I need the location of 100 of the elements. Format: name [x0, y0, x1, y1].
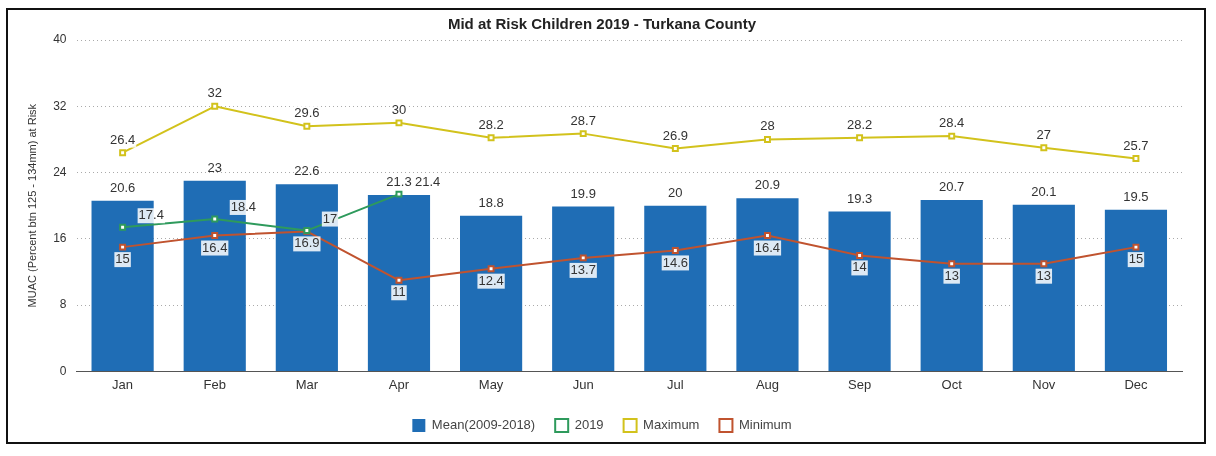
data-label: 28 [760, 118, 775, 134]
point [211, 232, 219, 239]
x-tick-label: Jul [667, 376, 684, 392]
data-label: 20.7 [939, 178, 965, 194]
y-tick-label: 8 [59, 297, 67, 312]
data-label: 23 [207, 159, 222, 175]
data-label: 14.6 [662, 254, 688, 270]
chart-title: Mid at Risk Children 2019 - Turkana County [447, 15, 757, 33]
data-label: 27 [1036, 126, 1052, 142]
x-tick-label: Feb [203, 376, 226, 392]
bar [552, 206, 615, 371]
point [1132, 155, 1140, 162]
point [948, 260, 956, 268]
point [763, 232, 771, 239]
point [211, 215, 219, 223]
data-label: 32 [207, 85, 222, 101]
point [579, 254, 587, 262]
data-label: 29.6 [294, 105, 320, 121]
data-label: 21.3 [386, 174, 412, 190]
point [1132, 243, 1140, 251]
bar [736, 198, 799, 371]
x-tick-label: Aug [755, 376, 780, 392]
point [487, 265, 495, 273]
data-label: 20 [668, 184, 683, 200]
data-label: 17.4 [138, 207, 164, 223]
data-label: 25.7 [1123, 137, 1149, 153]
data-label: 15 [1128, 251, 1144, 267]
data-label: 13.7 [570, 261, 596, 277]
point [856, 251, 864, 259]
bar [828, 211, 891, 371]
data-label: 20.6 [109, 179, 136, 195]
data-label: 21.4 [414, 174, 441, 190]
data-label: 15 [115, 251, 130, 267]
data-label: 28.2 [478, 116, 504, 132]
x-tick-label: Jun [572, 376, 594, 392]
bar [1012, 204, 1075, 371]
data-label: 14 [852, 259, 867, 275]
bar [460, 215, 523, 371]
point [1040, 144, 1048, 152]
x-tick-label: Mar [295, 376, 319, 392]
point [119, 149, 127, 157]
data-label: 28.4 [939, 115, 965, 131]
bar [644, 205, 707, 371]
bar [275, 184, 338, 371]
legend-label: Minimum [738, 417, 792, 433]
data-label: 16.4 [754, 239, 781, 255]
point [303, 122, 311, 130]
point [487, 134, 495, 142]
legend-label: 2019 [574, 417, 604, 433]
bar [1104, 209, 1168, 371]
data-label: 28.7 [570, 112, 596, 128]
data-label: 20.1 [1031, 183, 1057, 199]
point [763, 135, 771, 143]
legend-label: Maximum [643, 417, 700, 433]
data-label: 28.2 [846, 116, 873, 132]
data-label: 19.5 [1123, 188, 1149, 204]
bar [367, 194, 431, 371]
point [671, 145, 679, 153]
x-tick-label: Dec [1124, 376, 1148, 392]
data-label: 11 [392, 284, 406, 300]
y-axis-title: MUAC (Percent btn 125 - 134mm) at Risk [25, 103, 38, 308]
data-label: 22.6 [294, 163, 320, 179]
data-label: 26.4 [109, 131, 136, 147]
data-label: 16.9 [294, 235, 320, 251]
point [119, 223, 127, 231]
data-label: 18.8 [478, 194, 504, 210]
point [211, 102, 219, 110]
bar [920, 199, 983, 371]
data-label: 12.4 [478, 272, 504, 288]
y-tick-label: 32 [53, 98, 67, 113]
point [579, 130, 587, 138]
point [395, 276, 403, 284]
point [671, 246, 679, 254]
y-tick-label: 16 [53, 231, 67, 246]
data-label: 18.4 [230, 199, 257, 215]
x-tick-label: Nov [1032, 376, 1056, 392]
data-label: 13 [944, 267, 959, 283]
point [856, 134, 864, 142]
point [948, 132, 956, 140]
y-tick-label: 40 [53, 32, 67, 47]
data-label: 19.9 [570, 185, 596, 201]
data-label: 19.3 [846, 190, 873, 206]
y-tick-label: 0 [59, 363, 67, 378]
point [119, 243, 127, 251]
data-label: 30 [391, 101, 407, 117]
legend-label: Mean(2009-2018) [431, 417, 536, 433]
data-label: 13 [1036, 267, 1052, 283]
x-tick-label: May [478, 376, 504, 392]
y-tick-label: 24 [53, 164, 67, 179]
point [395, 190, 403, 198]
x-tick-label: Apr [388, 376, 410, 392]
point [395, 119, 403, 127]
data-label: 16.4 [202, 239, 228, 255]
x-tick-label: Sep [848, 376, 872, 392]
data-label: 26.9 [662, 127, 688, 143]
x-tick-label: Jan [112, 376, 134, 392]
data-label: 20.9 [754, 177, 781, 193]
x-tick-label: Oct [941, 376, 963, 392]
point [1040, 260, 1048, 268]
data-label: 17 [322, 210, 338, 226]
